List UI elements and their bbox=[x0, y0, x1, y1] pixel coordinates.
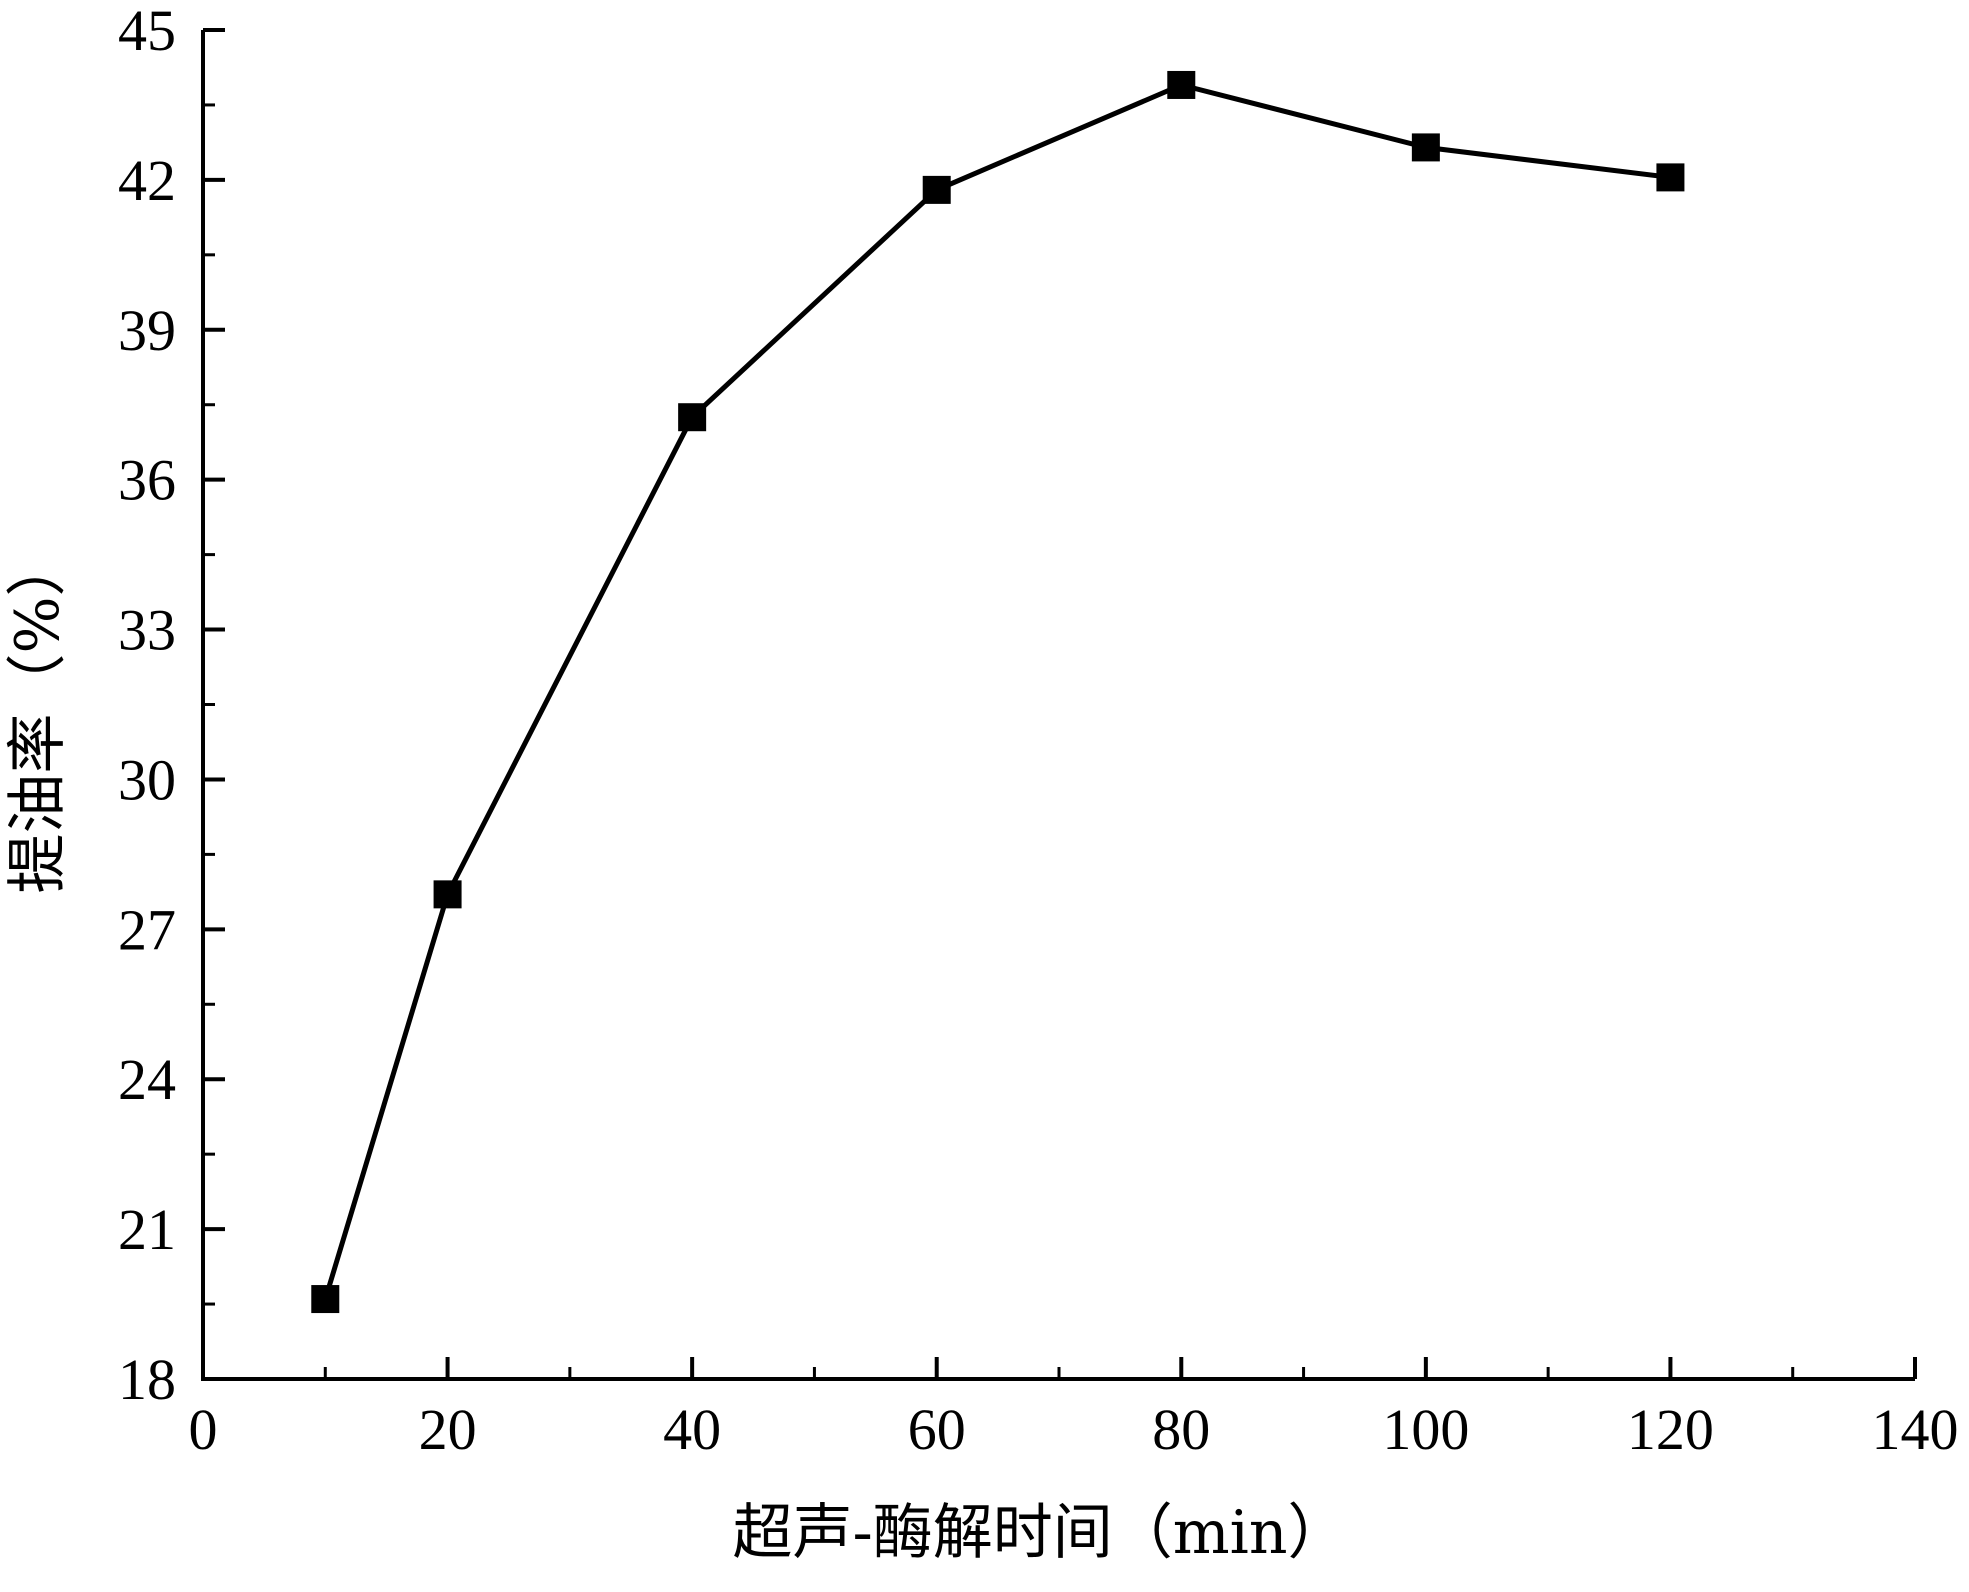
y-tick-label: 30 bbox=[118, 747, 176, 812]
y-tick-label: 36 bbox=[118, 448, 176, 513]
x-tick-label: 0 bbox=[189, 1397, 218, 1462]
data-point-marker bbox=[922, 175, 951, 204]
x-tick-label: 80 bbox=[1152, 1397, 1210, 1462]
y-tick-label: 42 bbox=[118, 148, 176, 213]
data-point-marker bbox=[311, 1285, 340, 1314]
x-tick-label: 140 bbox=[1872, 1397, 1959, 1462]
y-tick-label: 33 bbox=[118, 598, 176, 663]
data-point-marker bbox=[1167, 70, 1196, 99]
ticks bbox=[201, 28, 1917, 1381]
y-tick-label: 39 bbox=[118, 298, 176, 363]
tick-labels: 0 20 40 60 80 100 120 140 18 21 24 27 30 33 36 39 42 45 bbox=[118, 0, 1959, 1462]
series-line bbox=[322, 82, 1671, 1300]
series-points-group bbox=[311, 70, 1685, 1314]
x-tick-label: 120 bbox=[1627, 1397, 1714, 1462]
axes bbox=[201, 30, 1915, 1381]
y-tick-label: 27 bbox=[118, 897, 176, 962]
y-tick-label: 24 bbox=[118, 1047, 176, 1112]
y-tick-label: 18 bbox=[118, 1347, 176, 1412]
y-tick-label: 45 bbox=[118, 0, 176, 63]
x-tick-label: 20 bbox=[419, 1397, 477, 1462]
data-point-marker bbox=[678, 403, 707, 432]
x-tick-label: 60 bbox=[908, 1397, 966, 1462]
y-tick-label: 21 bbox=[118, 1197, 176, 1262]
x-axis-title: 超声-酶解时间（min） bbox=[733, 1498, 1348, 1568]
data-point-marker bbox=[433, 880, 462, 909]
x-tick-label: 40 bbox=[663, 1397, 721, 1462]
data-point-marker bbox=[1656, 163, 1685, 192]
x-tick-label: 100 bbox=[1382, 1397, 1469, 1462]
y-axis-title: 提油率（%） bbox=[3, 536, 73, 893]
data-point-marker bbox=[1411, 133, 1440, 162]
series-line-group bbox=[322, 82, 1671, 1300]
